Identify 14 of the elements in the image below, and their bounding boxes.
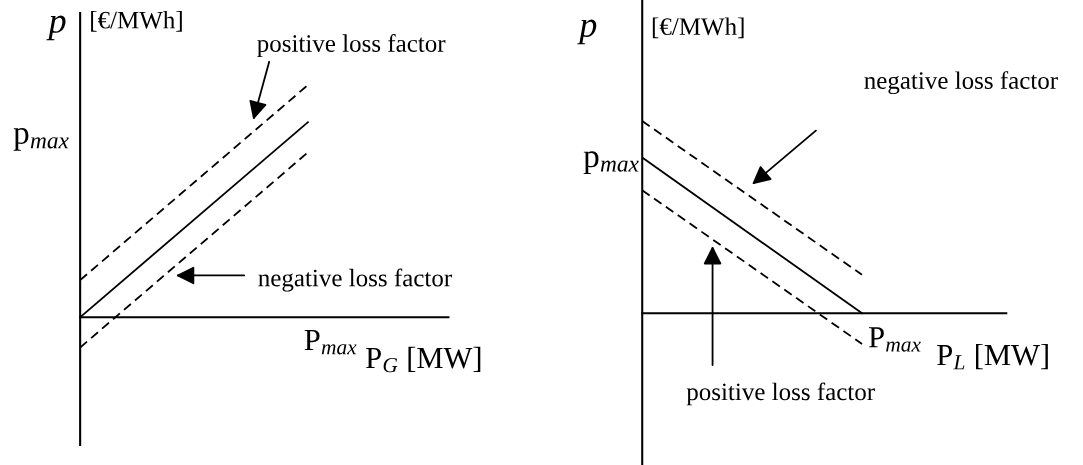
text: [€/MWh] <box>91 10 182 32</box>
text: negative loss factor <box>864 71 1058 95</box>
x-axis-title: P$_{L}$ [MW] <box>937 343 1048 370</box>
annotation: P$_{max}$ <box>304 330 357 355</box>
annotation: negative loss factor <box>258 268 452 292</box>
y-axis-title: p <box>46 15 66 41</box>
text: p$_{max}$ <box>13 127 69 151</box>
y-axis-title: p <box>577 19 597 45</box>
text: p$_{max}$ <box>583 151 639 175</box>
text: [€/MWh] <box>652 17 744 39</box>
text: positive loss factor <box>686 382 875 406</box>
annotation: P$_{max}$ <box>868 327 921 352</box>
text: positive loss factor <box>257 34 446 57</box>
x-axis-title: P$_{G}$ [MW] <box>366 346 481 373</box>
